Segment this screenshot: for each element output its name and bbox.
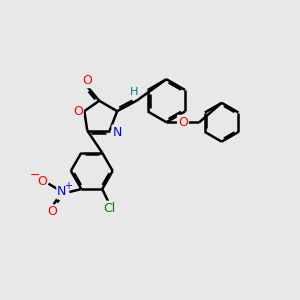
Text: Cl: Cl: [103, 202, 116, 214]
Text: −: −: [30, 169, 40, 182]
Text: N: N: [57, 185, 67, 199]
Text: O: O: [178, 116, 188, 129]
Text: N: N: [112, 126, 122, 139]
Text: O: O: [47, 206, 57, 218]
Text: H: H: [129, 87, 138, 98]
Text: O: O: [73, 105, 83, 118]
Text: +: +: [64, 181, 73, 191]
Text: O: O: [82, 74, 92, 87]
Text: O: O: [37, 175, 47, 188]
